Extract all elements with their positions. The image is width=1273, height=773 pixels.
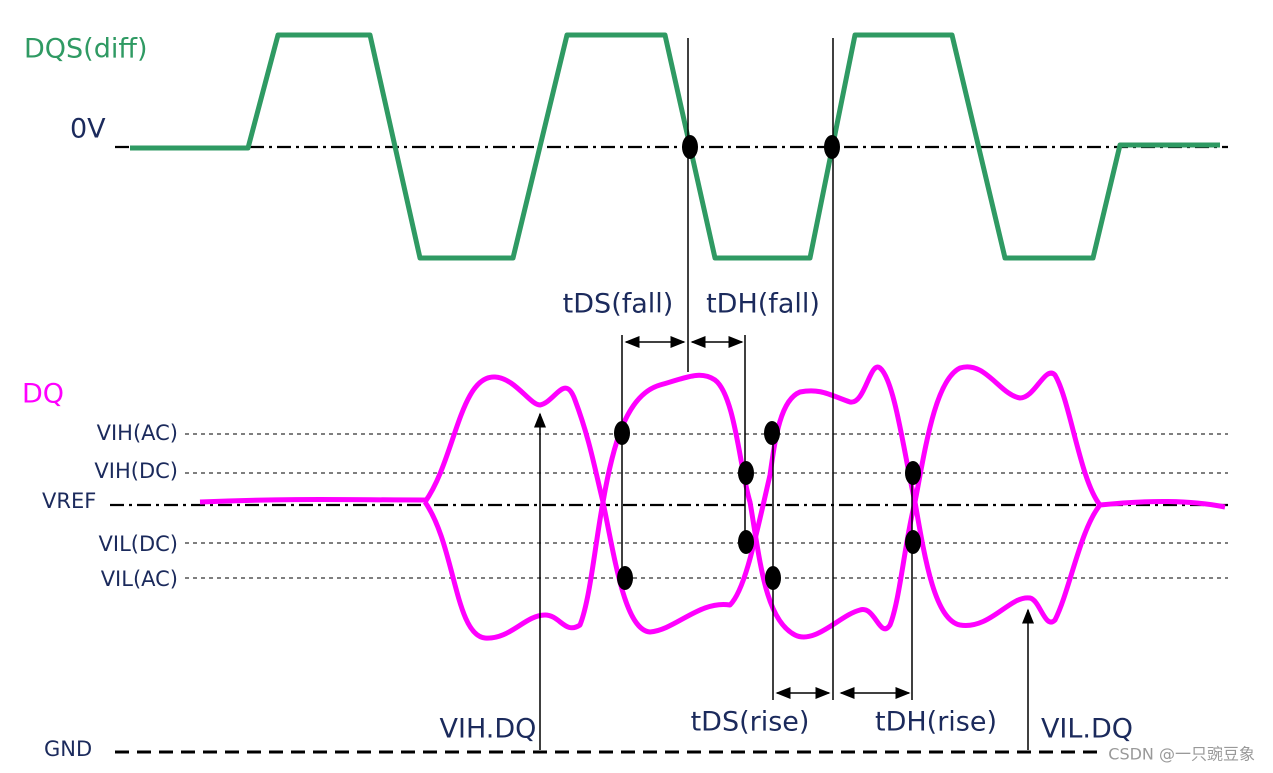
tds-fall-label: tDS(fall) (563, 289, 674, 320)
tdh-rise-label: tDH(rise) (875, 707, 997, 738)
gnd-label: GND (44, 737, 92, 761)
reference-lines (110, 145, 1228, 754)
vih-ac-label: VIH(AC) (97, 421, 178, 445)
vref-label: VREF (42, 489, 96, 513)
tdh-fall-label: tDH(fall) (706, 289, 820, 320)
tds-rise-label: tDS(rise) (691, 707, 810, 738)
vih-dc-label: VIH(DC) (94, 459, 178, 483)
watermark: CSDN @一只豌豆象 (1108, 745, 1255, 764)
vil-dc-label: VIL(DC) (99, 532, 178, 556)
vil-ac-label: VIL(AC) (101, 567, 178, 591)
timing-markers (534, 38, 1034, 750)
dq-label: DQ (22, 379, 64, 410)
vil-dq-label: VIL.DQ (1041, 714, 1133, 745)
dqs-label: DQS(diff) (24, 34, 148, 65)
vih-dq-label: VIH.DQ (440, 714, 537, 745)
dq-waveform (199, 364, 1226, 641)
zero-label: 0V (70, 114, 106, 145)
